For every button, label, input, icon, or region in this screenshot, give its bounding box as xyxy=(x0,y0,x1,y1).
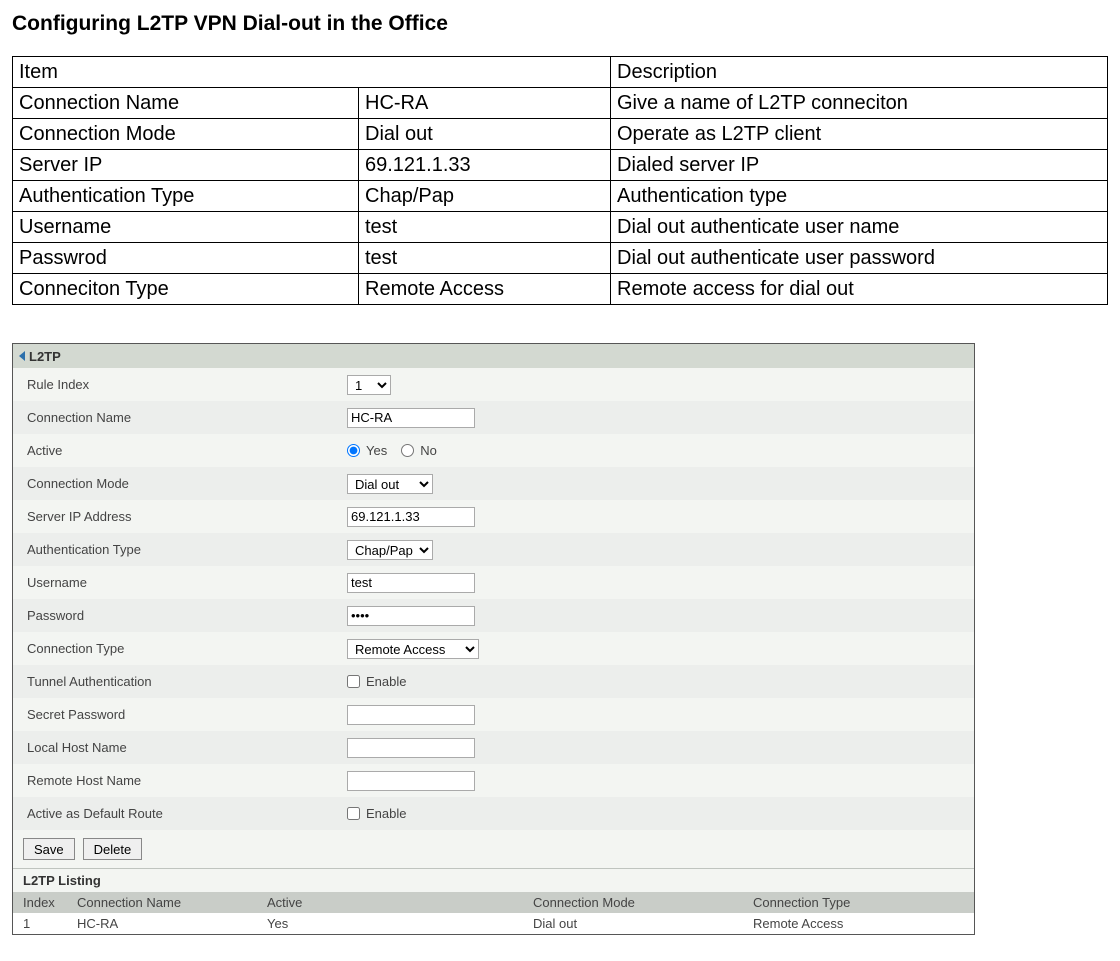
server-ip-label: Server IP Address xyxy=(27,509,347,524)
delete-button[interactable]: Delete xyxy=(83,838,143,860)
desc-cell: Remote access for dial out xyxy=(611,274,1108,305)
listing-cell: HC-RA xyxy=(77,916,267,931)
button-row: Save Delete xyxy=(13,830,974,868)
connection-name-input[interactable] xyxy=(347,408,475,428)
l2tp-config-panel: L2TP Rule Index 1 Connection Name Active… xyxy=(12,343,975,935)
password-input[interactable] xyxy=(347,606,475,626)
username-label: Username xyxy=(27,575,347,590)
description-table: Item Description Connection Name HC-RA G… xyxy=(12,56,1108,305)
secret-password-label: Secret Password xyxy=(27,707,347,722)
listing-header-mode: Connection Mode xyxy=(533,895,753,910)
username-input[interactable] xyxy=(347,573,475,593)
desc-cell: Remote Access xyxy=(359,274,611,305)
active-yes-radio[interactable] xyxy=(347,444,360,457)
server-ip-input[interactable] xyxy=(347,507,475,527)
page-title: Configuring L2TP VPN Dial-out in the Off… xyxy=(12,12,1108,36)
default-route-checkbox[interactable] xyxy=(347,807,360,820)
desc-cell: test xyxy=(359,212,611,243)
secret-password-input[interactable] xyxy=(347,705,475,725)
rule-index-label: Rule Index xyxy=(27,377,347,392)
listing-header-name: Connection Name xyxy=(77,895,267,910)
listing-cell: Dial out xyxy=(533,916,753,931)
active-yes-label: Yes xyxy=(366,443,387,458)
desc-cell: Connection Mode xyxy=(13,119,359,150)
local-host-input[interactable] xyxy=(347,738,475,758)
listing-header: Index Connection Name Active Connection … xyxy=(13,892,974,913)
desc-cell: Dial out authenticate user name xyxy=(611,212,1108,243)
connection-type-label: Connection Type xyxy=(27,641,347,656)
desc-cell: Connection Name xyxy=(13,88,359,119)
panel-title: L2TP xyxy=(29,349,61,364)
desc-cell: Dial out authenticate user password xyxy=(611,243,1108,274)
rule-index-select[interactable]: 1 xyxy=(347,375,391,395)
desc-cell: Authentication type xyxy=(611,181,1108,212)
tunnel-auth-label: Tunnel Authentication xyxy=(27,674,347,689)
listing-header-active: Active xyxy=(267,895,533,910)
listing-row[interactable]: 1 HC-RA Yes Dial out Remote Access xyxy=(13,913,974,934)
desc-header-description: Description xyxy=(611,57,1108,88)
connection-mode-select[interactable]: Dial out xyxy=(347,474,433,494)
desc-cell: HC-RA xyxy=(359,88,611,119)
local-host-label: Local Host Name xyxy=(27,740,347,755)
desc-cell: Username xyxy=(13,212,359,243)
desc-cell: Chap/Pap xyxy=(359,181,611,212)
listing-cell: Yes xyxy=(267,916,533,931)
default-route-label: Active as Default Route xyxy=(27,806,347,821)
desc-cell: Authentication Type xyxy=(13,181,359,212)
listing-header-index: Index xyxy=(23,895,77,910)
listing-cell: Remote Access xyxy=(753,916,974,931)
remote-host-label: Remote Host Name xyxy=(27,773,347,788)
connection-type-select[interactable]: Remote Access xyxy=(347,639,479,659)
desc-cell: 69.121.1.33 xyxy=(359,150,611,181)
desc-cell: Operate as L2TP client xyxy=(611,119,1108,150)
desc-cell: Passwrod xyxy=(13,243,359,274)
active-no-label: No xyxy=(420,443,437,458)
listing-cell: 1 xyxy=(23,916,77,931)
desc-cell: test xyxy=(359,243,611,274)
tunnel-auth-checkbox[interactable] xyxy=(347,675,360,688)
connection-mode-label: Connection Mode xyxy=(27,476,347,491)
desc-cell: Conneciton Type xyxy=(13,274,359,305)
remote-host-input[interactable] xyxy=(347,771,475,791)
desc-header-item: Item xyxy=(13,57,611,88)
auth-type-label: Authentication Type xyxy=(27,542,347,557)
desc-cell: Give a name of L2TP conneciton xyxy=(611,88,1108,119)
listing-header-type: Connection Type xyxy=(753,895,974,910)
default-route-enable-label: Enable xyxy=(366,806,406,821)
tunnel-auth-enable-label: Enable xyxy=(366,674,406,689)
active-no-radio[interactable] xyxy=(401,444,414,457)
listing-title: L2TP Listing xyxy=(13,869,974,892)
save-button[interactable]: Save xyxy=(23,838,75,860)
active-label: Active xyxy=(27,443,347,458)
auth-type-select[interactable]: Chap/Pap xyxy=(347,540,433,560)
password-label: Password xyxy=(27,608,347,623)
desc-cell: Dial out xyxy=(359,119,611,150)
connection-name-label: Connection Name xyxy=(27,410,347,425)
desc-cell: Server IP xyxy=(13,150,359,181)
panel-header: L2TP xyxy=(13,344,974,368)
collapse-triangle-icon[interactable] xyxy=(19,351,25,361)
desc-cell: Dialed server IP xyxy=(611,150,1108,181)
